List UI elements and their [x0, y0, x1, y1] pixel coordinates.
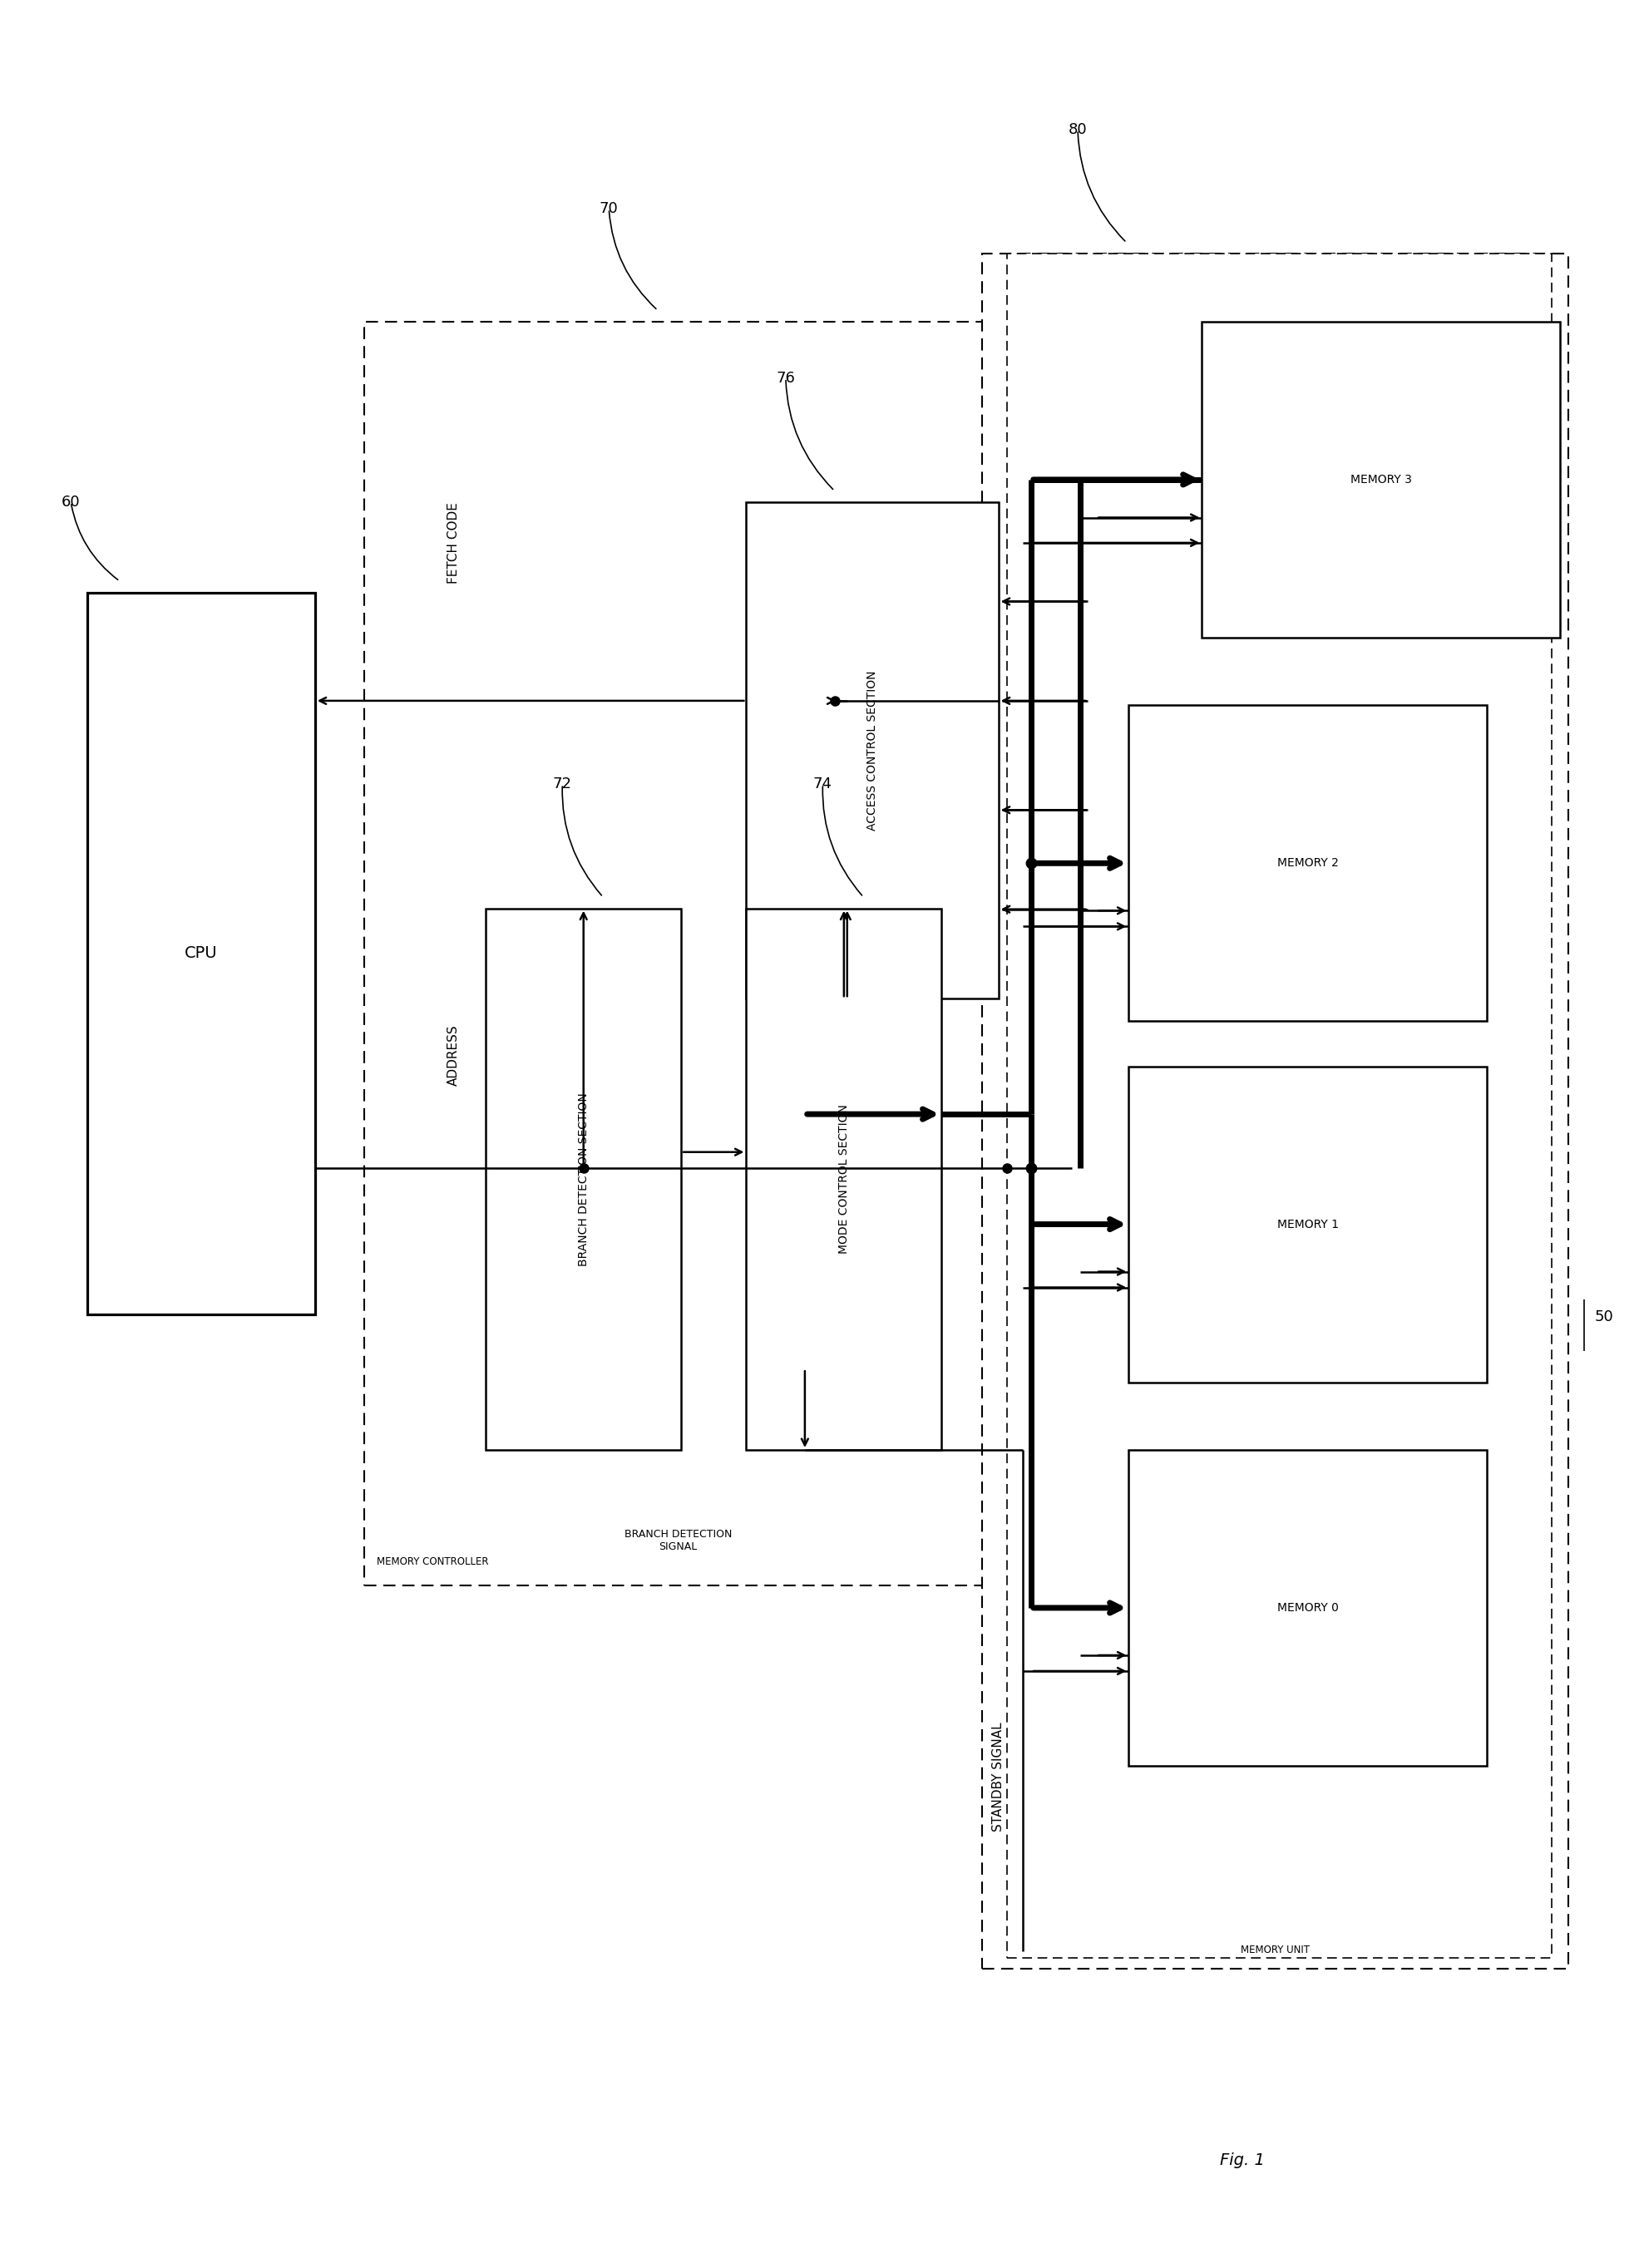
Bar: [1129, 1066, 1487, 1381]
Bar: [746, 501, 998, 998]
Bar: [746, 909, 941, 1449]
Bar: [1129, 705, 1487, 1021]
Text: 74: 74: [813, 776, 833, 792]
Bar: [87, 592, 315, 1315]
Text: MEMORY 2: MEMORY 2: [1277, 857, 1339, 869]
Bar: [485, 909, 682, 1449]
Text: FETCH CODE: FETCH CODE: [447, 501, 459, 583]
Text: 76: 76: [777, 370, 795, 386]
Text: MEMORY UNIT: MEMORY UNIT: [1241, 1944, 1310, 1955]
Bar: [1129, 1449, 1487, 1767]
Text: BRANCH DETECTION
SIGNAL: BRANCH DETECTION SIGNAL: [624, 1529, 731, 1551]
Text: 72: 72: [552, 776, 572, 792]
Text: MEMORY CONTROLLER: MEMORY CONTROLLER: [377, 1556, 488, 1567]
Bar: [364, 322, 1064, 1585]
Text: 80: 80: [1069, 122, 1087, 138]
Text: 60: 60: [62, 494, 80, 510]
Text: MEMORY 0: MEMORY 0: [1277, 1601, 1339, 1613]
Text: ACCESS CONTROL SECTION: ACCESS CONTROL SECTION: [867, 671, 879, 830]
Text: Fig. 1: Fig. 1: [1221, 2152, 1265, 2168]
Text: 50: 50: [1595, 1309, 1613, 1325]
Bar: [982, 254, 1569, 1969]
Text: BRANCH DETECTION SECTION: BRANCH DETECTION SECTION: [577, 1093, 590, 1266]
Text: MODE CONTROL SECTION: MODE CONTROL SECTION: [838, 1105, 849, 1254]
Text: ADDRESS: ADDRESS: [447, 1025, 459, 1086]
Text: 70: 70: [600, 202, 618, 215]
Text: CPU: CPU: [185, 946, 218, 962]
Bar: [1006, 254, 1552, 1957]
Text: MEMORY 1: MEMORY 1: [1277, 1218, 1339, 1229]
Bar: [1201, 322, 1560, 637]
Text: STANDBY SIGNAL: STANDBY SIGNAL: [992, 1721, 1005, 1833]
Text: MEMORY 3: MEMORY 3: [1351, 474, 1411, 485]
